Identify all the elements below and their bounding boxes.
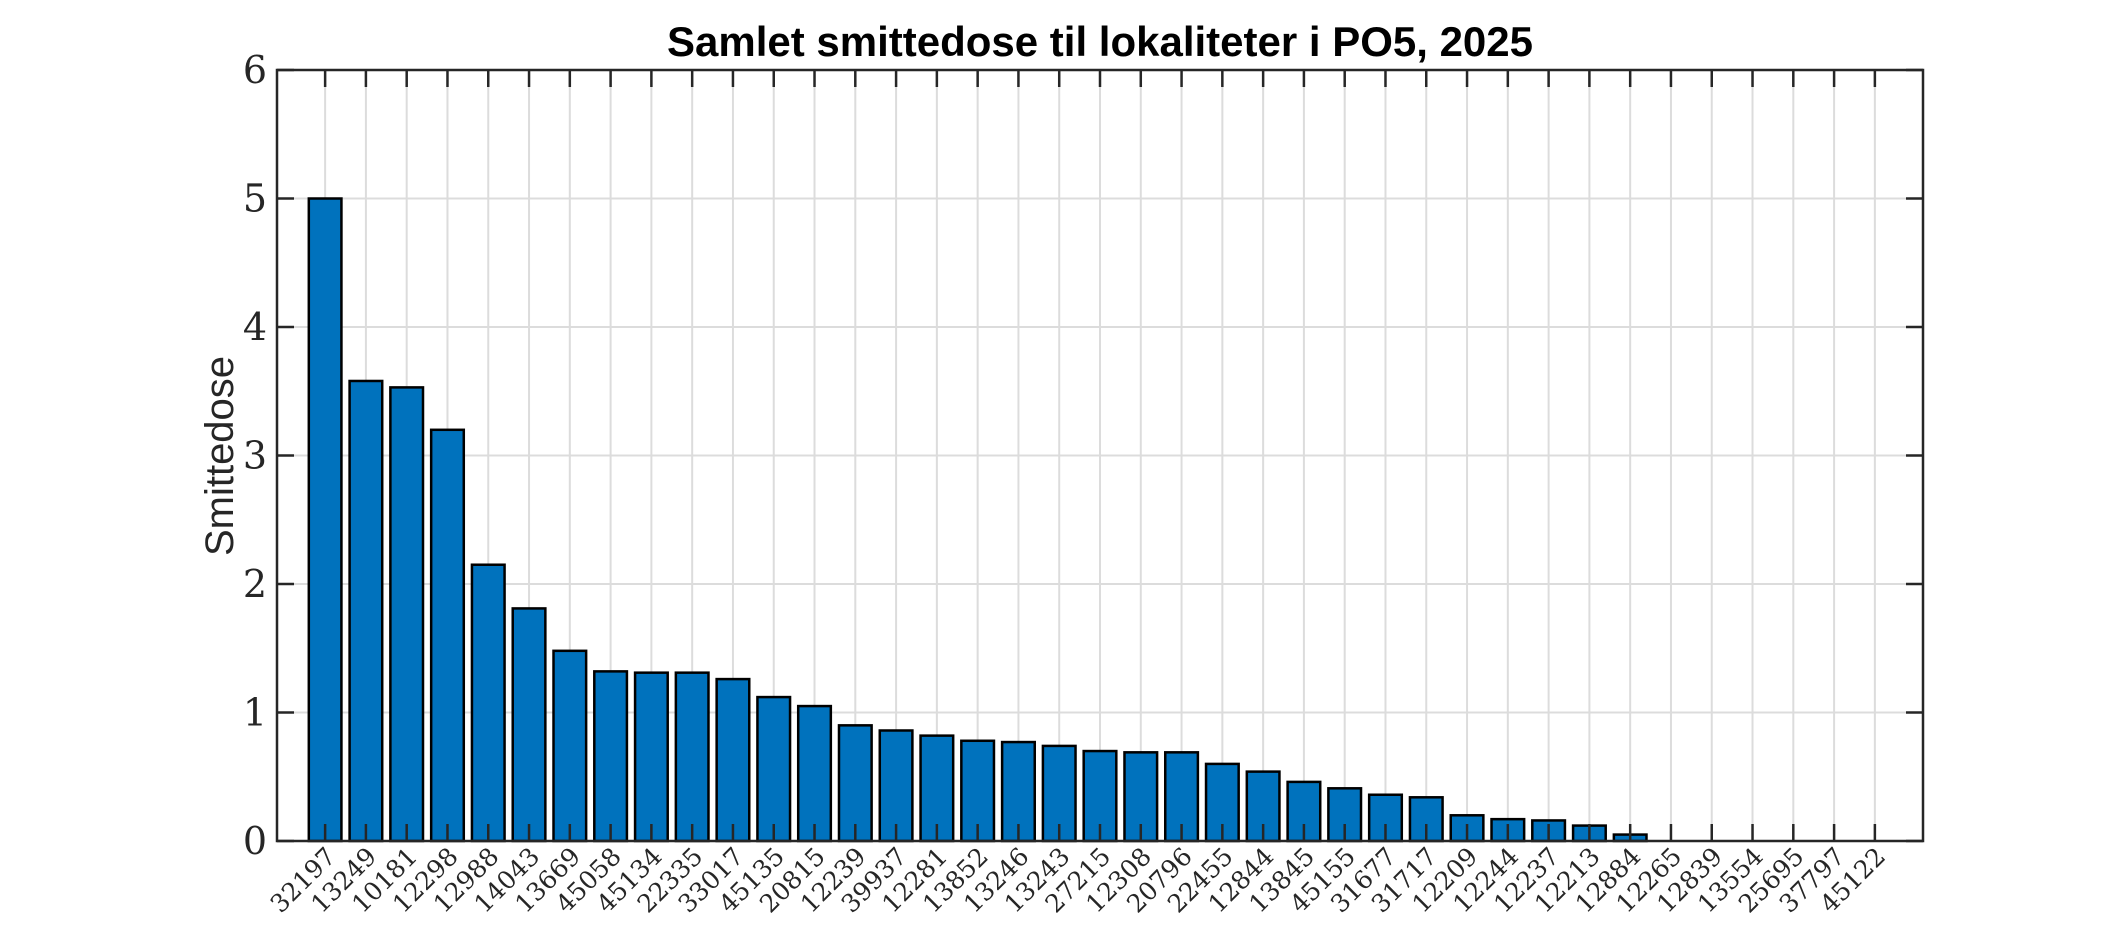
bar-20815 [796,704,833,843]
y-tick-label: 4 [243,305,267,349]
bar-33017 [715,677,751,843]
bar-22335 [674,671,710,843]
bar-12298 [429,428,466,843]
bar-13845 [1286,780,1322,843]
bar-12844 [1245,770,1281,843]
bar-14043 [511,607,547,843]
bar-13249 [348,379,384,843]
axis-ticks [277,68,1923,843]
chart-title: Samlet smittedose til lokaliteter i PO5,… [667,18,1533,65]
plot-area-box [275,68,1925,843]
y-tick-label: 6 [243,48,267,92]
bar-45135 [756,695,792,843]
y-tick-label: 5 [243,177,267,221]
bar-13669 [552,649,588,843]
bar-32197 [307,197,343,843]
x-tick-labels: 3219713249101811229812988140431366945058… [265,842,1891,919]
y-axis-label: Smittedose [198,356,242,556]
bar-45134 [633,671,669,843]
y-tick-label: 3 [243,434,267,478]
y-tick-label: 0 [243,819,267,863]
y-tick-label: 1 [243,691,267,735]
bar-12988 [470,563,506,843]
y-tick-labels: 0 1 2 3 4 5 6 [243,48,267,863]
y-tick-label: 2 [243,562,267,606]
bar-12239 [837,724,873,843]
bar-45058 [593,670,629,843]
bar-10181 [389,386,425,843]
